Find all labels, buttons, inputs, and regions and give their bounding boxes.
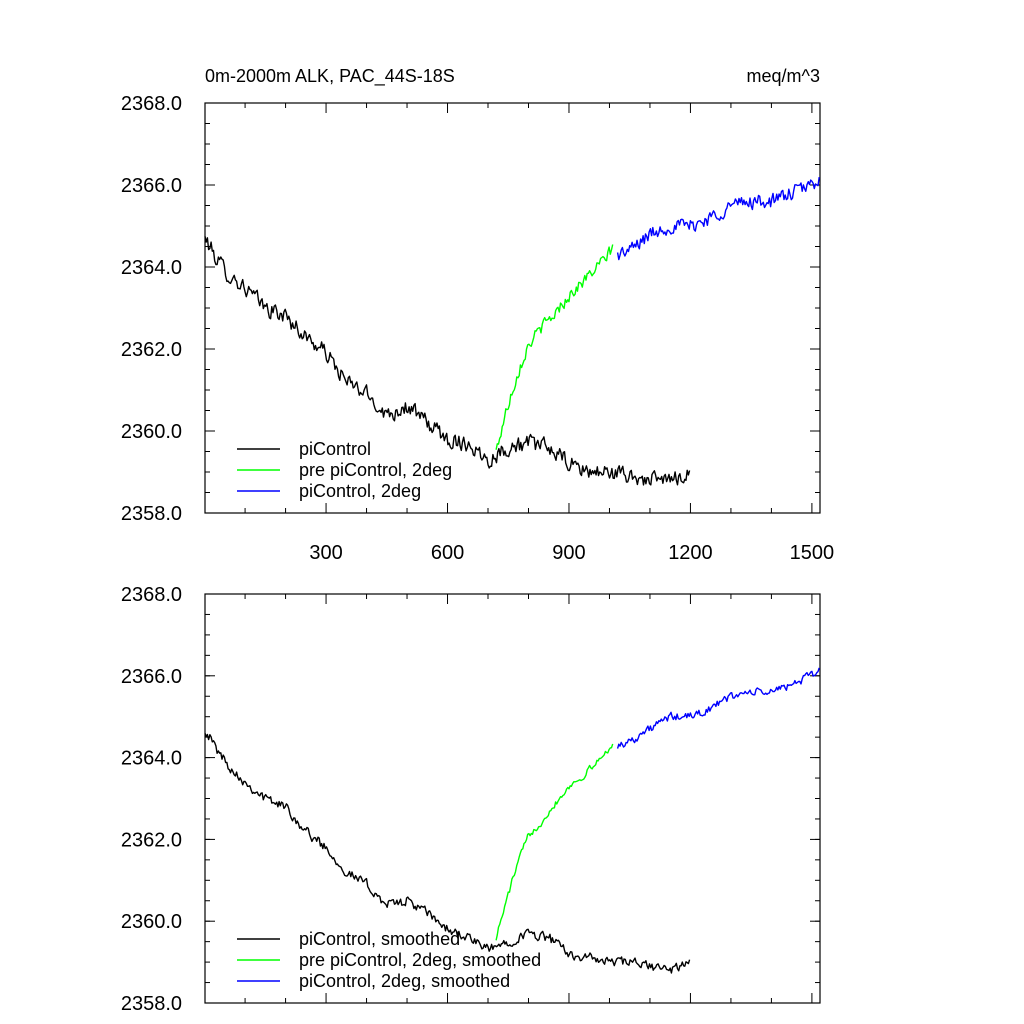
y-tick-label: 2368.0	[121, 93, 182, 115]
legend-label: pre piControl, 2deg	[299, 460, 452, 480]
x-tick-label: 600	[431, 542, 464, 564]
x-tick-label: 900	[552, 542, 585, 564]
series-line	[616, 667, 820, 749]
y-tick-label: 2358.0	[121, 503, 182, 525]
y-tick-label: 2368.0	[121, 584, 182, 606]
series-line	[495, 244, 614, 450]
legend-label: piControl, smoothed	[299, 929, 460, 949]
bottom-panel: 2358.0 2360.0 2362.0 2364.0 2366.0 2368.0 piCo…	[121, 584, 821, 1015]
legend-label: pre piControl, 2deg, smoothed	[299, 950, 541, 970]
y-tick-label: 2366.0	[121, 666, 182, 688]
panel-title: 0m-2000m ALK, PAC_44S-18S	[205, 66, 455, 87]
series-line	[204, 236, 691, 486]
y-tick-label: 2362.0	[121, 339, 182, 361]
panel-units: meq/m^3	[747, 66, 820, 86]
plot-frame	[204, 102, 821, 514]
y-tick-label: 2358.0	[121, 993, 182, 1015]
x-tick-label: 300	[309, 542, 342, 564]
top-panel: 0m-2000m ALK, PAC_44S-18S meq/m^3 2358.0…	[121, 66, 834, 564]
legend-label: piControl	[299, 439, 371, 459]
series-line	[616, 177, 820, 261]
series-line	[204, 732, 691, 974]
y-tick-label: 2360.0	[121, 421, 182, 443]
series-line	[495, 743, 614, 941]
y-tick-label: 2362.0	[121, 829, 182, 851]
y-tick-label: 2366.0	[121, 175, 182, 197]
legend-label: piControl, 2deg	[299, 481, 421, 501]
x-tick-label: 1200	[668, 542, 713, 564]
y-tick-label: 2364.0	[121, 748, 182, 770]
y-tick-label: 2364.0	[121, 257, 182, 279]
plot-frame	[204, 593, 821, 1004]
y-tick-label: 2360.0	[121, 911, 182, 933]
legend-label: piControl, 2deg, smoothed	[299, 971, 510, 991]
x-tick-label: 1500	[790, 542, 835, 564]
